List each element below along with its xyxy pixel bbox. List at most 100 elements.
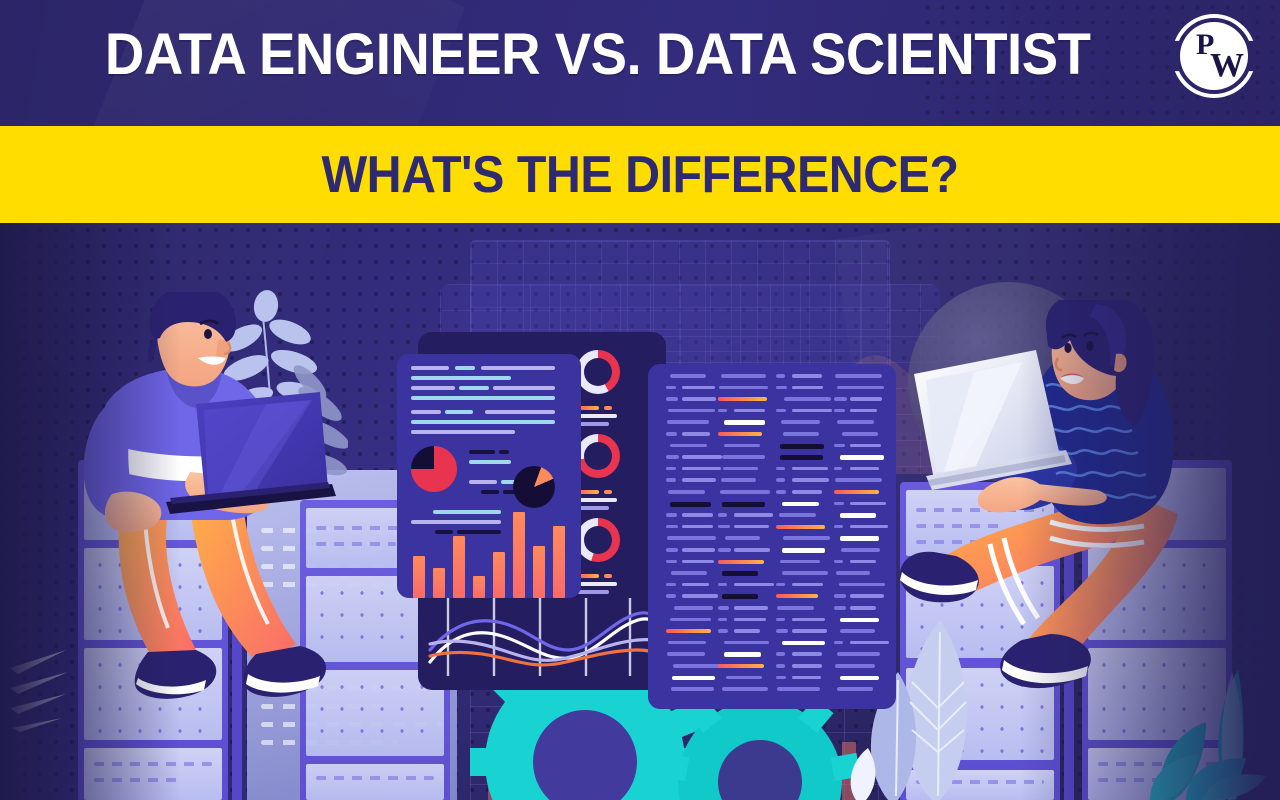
pw-logo[interactable]: P W [1172,14,1256,98]
code-line [784,397,831,401]
code-token [776,374,785,378]
bar-1 [413,556,425,598]
code-line [719,385,768,390]
code-token [666,466,676,471]
code-line [734,524,769,529]
code-line [835,374,882,378]
code-token [776,617,785,622]
code-line [837,652,880,656]
code-token [776,629,788,633]
code-line-white [782,501,819,507]
code-token [834,443,845,448]
code-line [836,571,870,575]
code-line [850,640,889,645]
code-token [776,478,785,482]
code-line [668,408,715,413]
code-line [850,397,882,401]
logo-monogram: P W [1172,14,1256,98]
bar-2 [433,568,445,598]
code-line-highlight [718,559,764,564]
code-line [667,536,716,540]
code-line [670,374,706,378]
code-line-white [724,420,765,425]
code-line [850,606,876,610]
code-line [783,432,819,436]
teal-gears [470,652,861,800]
code-token [776,652,785,656]
pie-chart-dark [513,466,555,508]
code-token [666,524,678,529]
code-line [722,687,768,691]
code-token [718,408,727,413]
code-line [734,606,768,610]
code-token [834,559,843,564]
code-line [840,629,875,633]
page-subtitle: WHAT'S THE DIFFERENCE? [321,145,959,204]
code-line [842,432,878,436]
bar-3 [453,536,465,598]
code-line [850,594,884,598]
bar-4 [473,576,485,598]
code-line [682,455,722,459]
subtitle-banner: WHAT'S THE DIFFERENCE? [0,126,1280,223]
code-line [682,432,710,436]
code-line [674,606,713,610]
bar-8 [553,526,565,598]
code-token [834,466,842,471]
code-token [666,397,678,401]
code-line [782,571,828,575]
code-line-highlight [666,629,711,634]
code-line-white [840,513,876,518]
code-line [792,629,827,633]
code-token [666,582,676,587]
plant-right-leaves [850,620,968,800]
code-line [682,548,715,552]
code-line [792,408,832,413]
code-line [673,664,722,668]
code-token [776,466,785,471]
code-line-highlight [718,432,762,436]
code-token [666,594,676,598]
code-line [835,478,882,482]
code-line-highlight [776,594,818,599]
code-line [668,490,705,494]
code-line [682,524,713,529]
code-line [779,513,816,517]
code-token [718,524,730,529]
code-line [781,420,820,424]
code-token [776,385,787,390]
logo-letter-w: W [1210,47,1244,84]
code-line [792,490,822,494]
code-line [792,582,823,587]
code-line-dark [670,501,711,507]
code-line-white [782,548,825,553]
analytics-dashboard-card-front [397,354,581,598]
code-line [721,478,756,482]
code-line [850,466,879,471]
code-line [682,582,709,587]
code-line [777,687,820,691]
code-line [725,536,760,540]
code-line [841,548,880,552]
multi-line-chart [424,594,660,686]
code-line [682,385,715,390]
code-line [667,652,705,656]
code-line [792,617,825,622]
code-line [850,524,888,529]
code-token [834,606,846,610]
code-token [834,594,846,598]
code-line-white [840,536,879,541]
code-token [834,408,845,413]
code-token [666,559,677,564]
code-line [682,478,716,482]
code-line [780,559,820,564]
code-line-white [840,455,884,460]
code-token [776,582,785,587]
code-line [682,397,716,401]
code-line [682,594,718,598]
code-line [723,466,758,471]
code-line [671,687,714,691]
code-line [734,548,770,552]
code-line-white [840,617,879,623]
